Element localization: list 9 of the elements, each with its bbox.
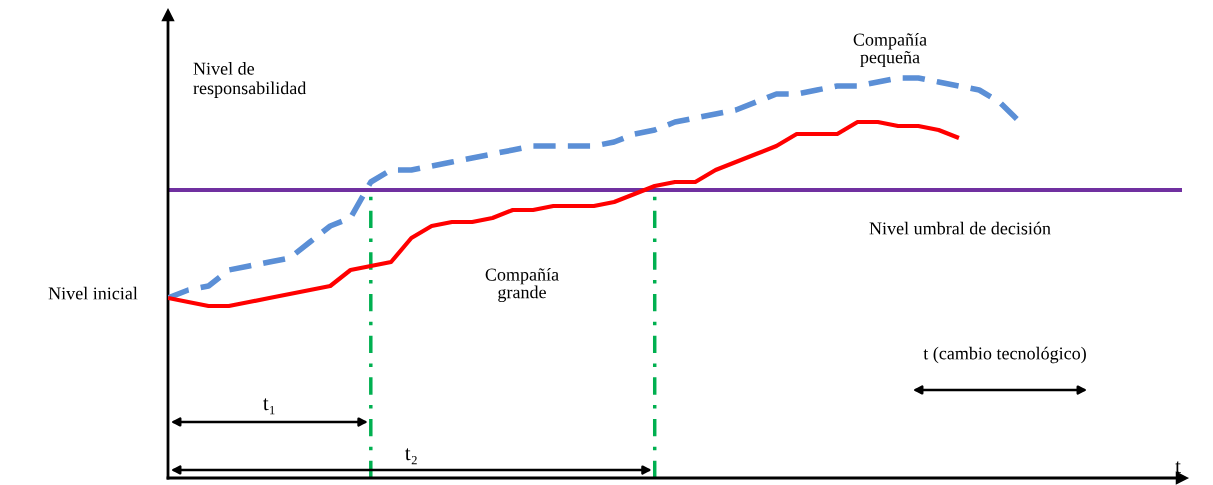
y-axis-title: Nivel de responsabilidad (193, 62, 307, 98)
annotation: t (cambio tecnológico) (923, 346, 1086, 364)
text: Nivel inicial (48, 286, 138, 300)
ref-line-label: Nivel umbral de decisión (869, 221, 1051, 235)
annotation: t₂ (405, 448, 417, 465)
annotation: t₁ (263, 398, 275, 415)
x-axis-title: t (1175, 461, 1181, 474)
text: Compañía grande (485, 267, 559, 303)
series-label: Compañía pequeña (853, 32, 927, 68)
